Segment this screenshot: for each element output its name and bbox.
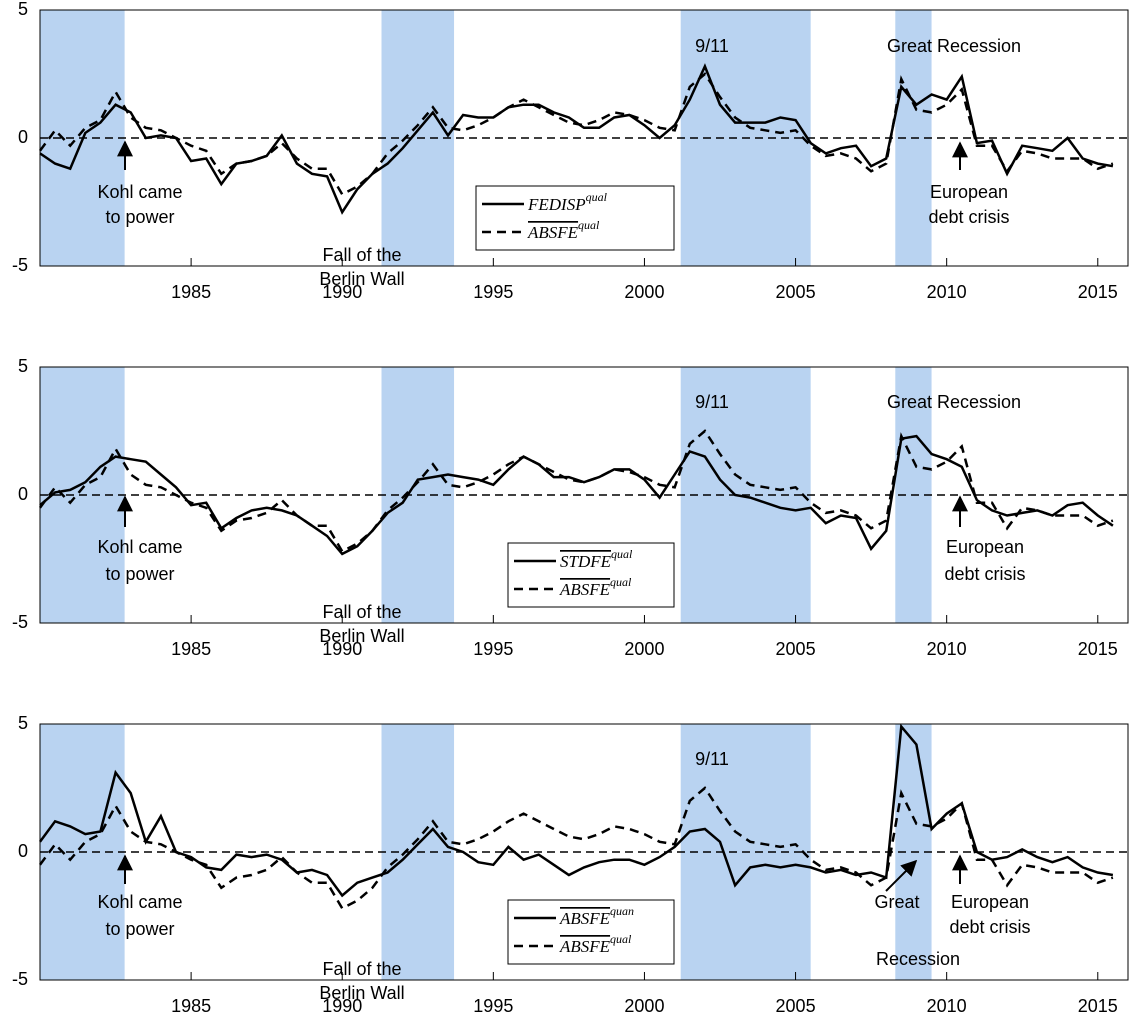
- annotation: Kohl came: [97, 892, 182, 912]
- annotation: 9/11: [695, 392, 729, 412]
- annotation: 9/11: [695, 749, 729, 769]
- x-tick-label: 2010: [927, 996, 967, 1016]
- panel: -5 0 5 1985 1990 1995 2000 2005 2010 2015 Kohl cam…: [12, 356, 1129, 659]
- legend-superscript: qual: [586, 190, 608, 204]
- legend-name: FEDISP: [527, 195, 586, 214]
- plot-frame: [39, 723, 1129, 981]
- panel: -5 0 5 1985 1990 1995 2000 2005 2010 2015 Kohl cam…: [12, 713, 1129, 1016]
- x-tick-label: 1985: [171, 282, 211, 302]
- series-line: [38, 723, 1114, 898]
- legend-label: ABSFEqual: [559, 575, 632, 599]
- legend-superscript: qual: [578, 218, 600, 232]
- y-tick-label: 0: [18, 484, 28, 504]
- x-tick-label: 2000: [624, 282, 664, 302]
- plot-frame: [39, 366, 1129, 624]
- annotation: Fall of the: [322, 959, 401, 979]
- x-tick-label: 2000: [624, 639, 664, 659]
- legend-label: STDFEqual: [560, 547, 633, 571]
- legend-name: ABSFE: [559, 580, 611, 599]
- annotation: Great Recession: [887, 36, 1021, 56]
- legend-superscript: quan: [610, 904, 634, 918]
- x-tick-label: 2005: [776, 282, 816, 302]
- series-line: [38, 786, 1114, 910]
- series-line: [38, 72, 1114, 196]
- legend-label: FEDISPqual: [527, 190, 608, 214]
- legend-box: [475, 185, 675, 251]
- y-tick-label: 0: [18, 841, 28, 861]
- legend-label: ABSFEquan: [559, 904, 634, 928]
- legend-name: ABSFE: [527, 223, 579, 242]
- x-tick-label: 2010: [927, 639, 967, 659]
- legend-label: ABSFEqual: [559, 932, 632, 956]
- x-tick-label: 1990: [322, 996, 362, 1016]
- x-tick-label: 2015: [1078, 996, 1118, 1016]
- legend-name: ABSFE: [559, 909, 611, 928]
- x-tick-label: 2005: [776, 639, 816, 659]
- y-tick-label: 5: [18, 713, 28, 733]
- annotation: to power: [105, 919, 174, 939]
- annotation: 9/11: [695, 36, 729, 56]
- annotation: debt crisis: [928, 207, 1009, 227]
- annotation: debt crisis: [944, 564, 1025, 584]
- legend-box: [507, 542, 675, 608]
- panel: -5 0 5 1985 1990 1995 2000 2005 2010 2015 Kohl cam…: [12, 0, 1129, 302]
- x-tick-label: 2005: [776, 996, 816, 1016]
- x-tick-label: 1995: [473, 996, 513, 1016]
- y-tick-label: 5: [18, 0, 28, 19]
- x-tick-label: 2010: [927, 282, 967, 302]
- legend-name: STDFE: [560, 552, 612, 571]
- annotation: Fall of the: [322, 602, 401, 622]
- x-tick-label: 1985: [171, 996, 211, 1016]
- annotation-arrow: [885, 859, 918, 892]
- annotation: to power: [105, 207, 174, 227]
- legend-name: ABSFE: [559, 937, 611, 956]
- annotation: European: [951, 892, 1029, 912]
- annotation: Kohl came: [97, 182, 182, 202]
- x-tick-label: 1990: [322, 639, 362, 659]
- x-tick-label: 1995: [473, 639, 513, 659]
- annotation: European: [930, 182, 1008, 202]
- y-tick-label: 5: [18, 356, 28, 376]
- x-tick-label: 2015: [1078, 282, 1118, 302]
- x-tick-label: 1990: [322, 282, 362, 302]
- legend-superscript: qual: [611, 547, 633, 561]
- annotation: Berlin Wall: [319, 626, 404, 646]
- annotation: Great: [874, 892, 919, 912]
- annotation: to power: [105, 564, 174, 584]
- annotation: Kohl came: [97, 537, 182, 557]
- y-tick-label: -5: [12, 255, 28, 275]
- y-tick-label: -5: [12, 969, 28, 989]
- legend-superscript: qual: [610, 575, 632, 589]
- annotation: European: [946, 537, 1024, 557]
- annotation: Recession: [876, 949, 960, 969]
- x-tick-label: 2000: [624, 996, 664, 1016]
- series-line: [38, 429, 1114, 553]
- plot-frame: [39, 9, 1129, 267]
- annotation: Berlin Wall: [319, 269, 404, 289]
- annotation: Berlin Wall: [319, 983, 404, 1003]
- annotation: debt crisis: [949, 917, 1030, 937]
- annotation: Fall of the: [322, 245, 401, 265]
- x-tick-label: 1985: [171, 639, 211, 659]
- legend-box: [507, 899, 675, 965]
- annotation: Great Recession: [887, 392, 1021, 412]
- legend-superscript: qual: [610, 932, 632, 946]
- y-tick-label: -5: [12, 612, 28, 632]
- y-tick-label: 0: [18, 127, 28, 147]
- x-tick-label: 1995: [473, 282, 513, 302]
- x-tick-label: 2015: [1078, 639, 1118, 659]
- legend-label: ABSFEqual: [527, 218, 600, 242]
